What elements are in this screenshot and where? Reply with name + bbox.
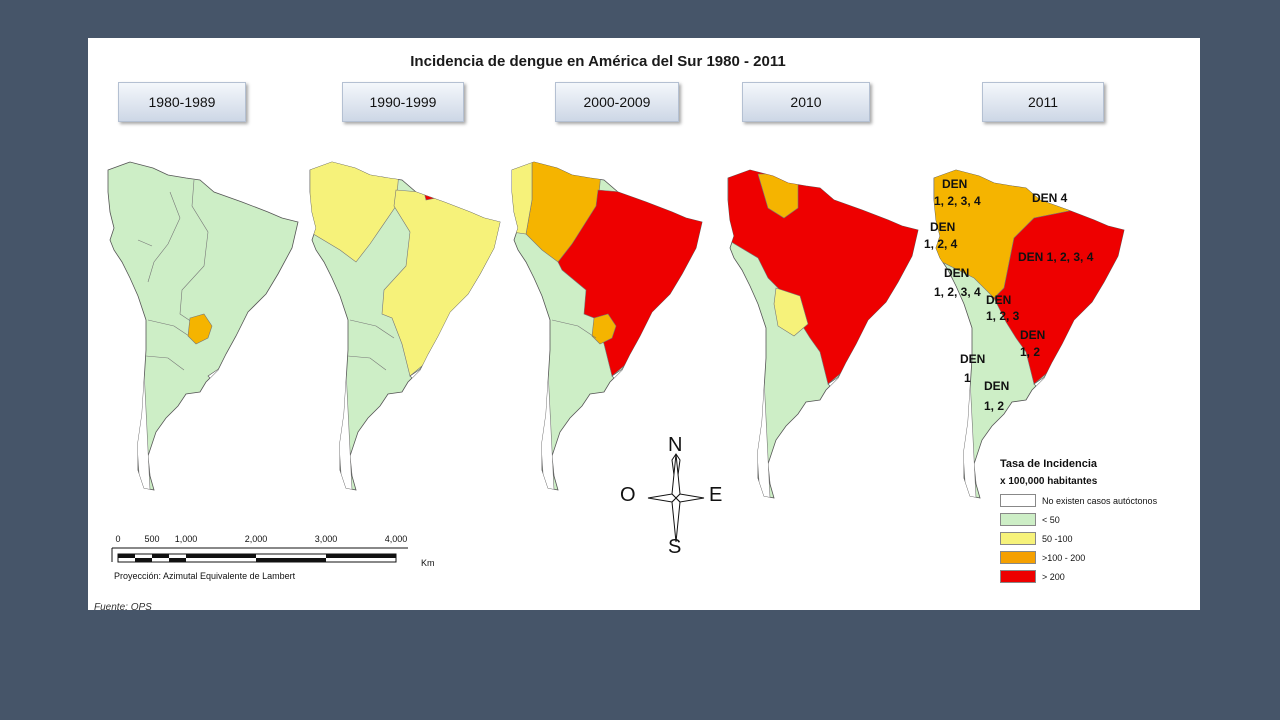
scale-unit: Km [421, 558, 435, 568]
serotype-label: 1 [964, 371, 971, 385]
svg-text:1, 2, 3, 4: 1, 2, 3, 4 [934, 285, 981, 299]
svg-text:1, 2, 3, 4: 1, 2, 3, 4 [934, 194, 981, 208]
serotype-label: DEN [930, 220, 955, 234]
scale-tick-label: 3,000 [314, 534, 338, 544]
source-note: Fuente: OPS [94, 602, 152, 610]
svg-text:1: 1 [964, 371, 971, 385]
svg-text:DEN 1, 2, 3, 4: DEN 1, 2, 3, 4 [1018, 250, 1094, 264]
svg-text:1, 2, 4: 1, 2, 4 [924, 237, 958, 251]
legend-swatch [1000, 513, 1036, 526]
svg-text:DEN: DEN [930, 220, 955, 234]
svg-text:DEN: DEN [942, 177, 967, 191]
serotype-label: DEN [960, 352, 985, 366]
scale-tick-label: 0 [115, 534, 121, 544]
legend-item: >100 - 200 [1000, 548, 1190, 567]
legend-item: < 50 [1000, 510, 1190, 529]
scale-tick-label: 500 [144, 534, 160, 544]
map-2000s [511, 161, 703, 491]
scale-bar-graphic [111, 547, 408, 563]
scale-tick-label: 1,000 [174, 534, 198, 544]
serotype-label: DEN [942, 177, 967, 191]
serotype-label: DEN 4 [1032, 191, 1068, 205]
legend-subtitle: x 100,000 habitantes [1000, 476, 1098, 487]
svg-text:DEN: DEN [986, 293, 1011, 307]
maps-svg: DEN 1, 2, 3, 4 DEN 4 DEN 1, 2, 4 DEN 1, … [107, 161, 1125, 499]
compass-star-icon [647, 453, 705, 543]
period-label-2000s: 2000-2009 [555, 82, 679, 122]
legend-label: No existen casos autóctonos [1042, 495, 1158, 506]
serotype-label: DEN 1, 2, 3, 4 [1018, 250, 1094, 264]
serotype-label: 1, 2, 3, 4 [934, 194, 981, 208]
legend-item: > 200 [1000, 567, 1190, 586]
compass-south-label: S [668, 536, 682, 558]
legend-swatch [1000, 551, 1036, 564]
serotype-label: 1, 2, 3, 4 [934, 285, 981, 299]
compass-west-label: O [620, 484, 636, 506]
legend-label: > 200 [1042, 571, 1065, 582]
scale-bar: 0 500 1,000 2,000 3,000 4,000 Km Proyecc… [110, 534, 435, 594]
serotype-labels: DEN 1, 2, 3, 4 DEN 4 DEN 1, 2, 4 DEN 1, … [924, 177, 1094, 413]
serotype-label: 1, 2 [1020, 345, 1040, 359]
legend-item: 50 -100 [1000, 529, 1190, 548]
svg-text:DEN: DEN [984, 379, 1009, 393]
svg-text:1, 2: 1, 2 [1020, 345, 1040, 359]
legend-title: Tasa de Incidencia [1000, 458, 1098, 470]
map-1990s [309, 161, 501, 491]
serotype-label: DEN [984, 379, 1009, 393]
legend-item: No existen casos autóctonos [1000, 491, 1190, 510]
scale-tick-label: 4,000 [384, 534, 408, 544]
legend-label: < 50 [1042, 514, 1060, 525]
figure-title: Incidencia de dengue en América del Sur … [410, 53, 786, 70]
serotype-label: 1, 2, 4 [924, 237, 958, 251]
svg-text:1, 2, 3: 1, 2, 3 [986, 309, 1020, 323]
svg-text:DEN: DEN [944, 266, 969, 280]
serotype-label: DEN [1020, 328, 1045, 342]
legend-label: 50 -100 [1042, 533, 1073, 544]
svg-text:DEN 4: DEN 4 [1032, 191, 1068, 205]
svg-text:DEN: DEN [960, 352, 985, 366]
period-label-2011: 2011 [982, 82, 1104, 122]
compass-north-label: N [668, 434, 683, 456]
serotype-label: DEN [986, 293, 1011, 307]
projection-note: Proyección: Azimutal Equivalente de Lamb… [114, 571, 296, 581]
compass-rose: N S E O [616, 434, 736, 558]
period-label-2010: 2010 [742, 82, 870, 122]
legend-swatch [1000, 494, 1036, 507]
map-1980s [107, 161, 299, 491]
svg-text:1, 2: 1, 2 [984, 399, 1004, 413]
figure-panel: Incidencia de dengue en América del Sur … [88, 38, 1200, 610]
legend-swatch [1000, 532, 1036, 545]
scale-tick-label: 2,000 [244, 534, 268, 544]
period-label-1980s: 1980-1989 [118, 82, 246, 122]
paraguay-region [187, 313, 213, 345]
legend-label: >100 - 200 [1042, 552, 1086, 563]
map-2010 [727, 169, 919, 499]
svg-text:DEN: DEN [1020, 328, 1045, 342]
compass-east-label: E [709, 484, 723, 506]
legend: Tasa de Incidencia x 100,000 habitantes … [1000, 458, 1190, 586]
serotype-label: 1, 2, 3 [986, 309, 1020, 323]
serotype-label: DEN [944, 266, 969, 280]
legend-swatch [1000, 570, 1036, 583]
period-label-1990s: 1990-1999 [342, 82, 464, 122]
serotype-label: 1, 2 [984, 399, 1004, 413]
